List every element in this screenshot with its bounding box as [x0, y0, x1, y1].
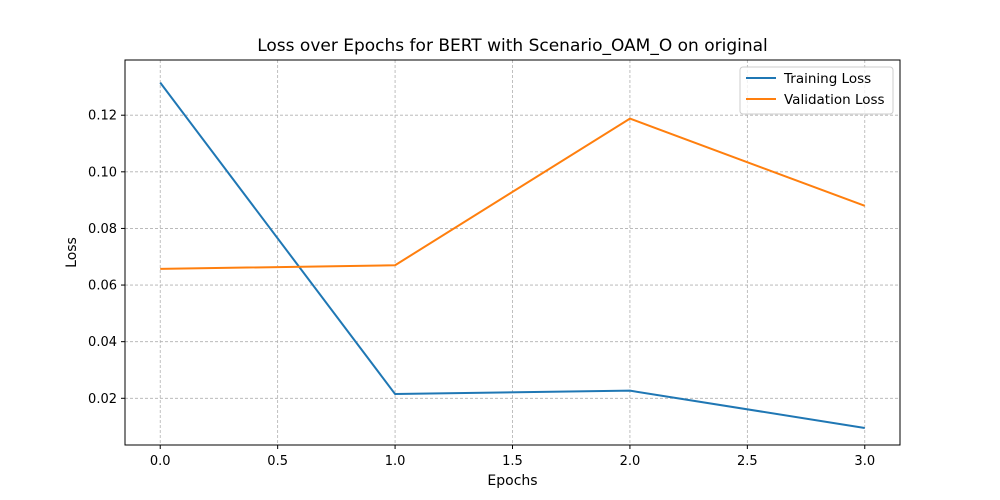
y-tick-label: 0.06 [88, 279, 117, 294]
training-loss-line [159, 82, 865, 430]
y-tick-label: 0.04 [88, 335, 117, 350]
grid-lines [125, 60, 900, 445]
y-axis-label: Loss [64, 237, 80, 268]
x-tick-label: 3.0 [854, 454, 875, 469]
x-tick-label: 1.5 [502, 454, 523, 469]
training-loss-legend-label: Training Loss [783, 71, 871, 87]
validation-loss-line [160, 117, 866, 270]
legend: Training Loss Validation Loss [739, 66, 894, 115]
validation-loss-legend-label: Validation Loss [784, 92, 885, 108]
x-tick-label: 1.0 [385, 454, 406, 469]
chart-title: Loss over Epochs for BERT with Scenario_… [257, 36, 768, 56]
x-axis-ticks: 0.0 0.5 1.0 1.5 2.0 2.5 3.0 [150, 445, 875, 469]
series-lines [159, 82, 866, 430]
y-tick-label: 0.02 [88, 392, 117, 407]
x-tick-label: 0.5 [267, 454, 288, 469]
y-axis-ticks: 0.02 0.04 0.06 0.08 0.10 0.12 [88, 109, 125, 407]
y-tick-label: 0.08 [88, 222, 117, 237]
x-tick-label: 2.5 [737, 454, 758, 469]
legend-box [739, 66, 894, 115]
y-tick-label: 0.10 [88, 165, 117, 180]
y-tick-label: 0.12 [88, 109, 117, 124]
x-tick-label: 0.0 [150, 454, 171, 469]
x-tick-label: 2.0 [620, 454, 641, 469]
x-axis-label: Epochs [487, 473, 537, 489]
